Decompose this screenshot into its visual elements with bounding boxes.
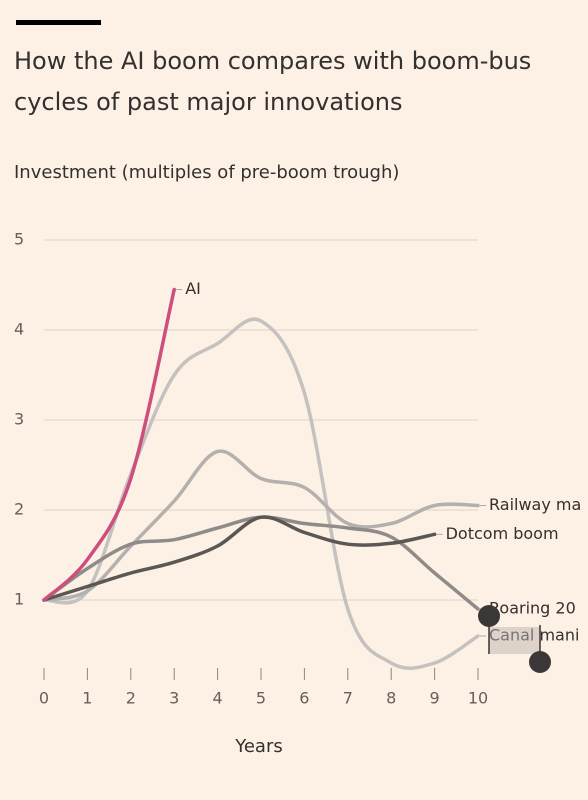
y-tick-label: 4 xyxy=(14,320,24,339)
y-tick-label: 1 xyxy=(14,590,24,609)
x-tick-label: 7 xyxy=(343,689,353,708)
series-line xyxy=(42,515,437,602)
x-tick-label: 3 xyxy=(169,689,179,708)
x-tick-label: 4 xyxy=(213,689,223,708)
chart-title: cycles of past major innovations xyxy=(14,88,403,116)
selection-highlight xyxy=(489,627,540,654)
x-tick-label: 10 xyxy=(468,689,488,708)
brand-bar xyxy=(16,20,101,25)
grid: 1 2 3 4 5 0 1 2 3 4 5 6 7 8 9 10 xyxy=(14,230,488,708)
series-line xyxy=(42,449,480,602)
chart-title: How the AI boom compares with boom-bus xyxy=(14,47,531,75)
y-tick-label: 2 xyxy=(14,500,24,519)
y-tick-label: 3 xyxy=(14,410,24,429)
chart-subtitle: Investment (multiples of pre-boom trough… xyxy=(14,162,399,183)
x-tick-label: 6 xyxy=(299,689,309,708)
series-label: Dotcom boom xyxy=(446,524,559,543)
x-tick-label: 0 xyxy=(39,689,49,708)
series-line xyxy=(42,317,480,670)
series-line xyxy=(42,287,176,602)
x-tick-label: 9 xyxy=(430,689,440,708)
selection-handle[interactable] xyxy=(478,605,500,627)
y-tick-label: 5 xyxy=(14,230,24,249)
series-label: AI xyxy=(185,279,201,298)
selection-handle[interactable] xyxy=(529,651,551,673)
x-tick-label: 5 xyxy=(256,689,266,708)
x-tick-label: 2 xyxy=(126,689,136,708)
series-label: Railway ma xyxy=(489,495,581,514)
series-label: Roaring 20 xyxy=(489,599,576,618)
x-axis-label: Years xyxy=(234,736,283,757)
x-tick-label: 1 xyxy=(82,689,92,708)
x-tick-label: 8 xyxy=(386,689,396,708)
lines xyxy=(42,287,480,670)
